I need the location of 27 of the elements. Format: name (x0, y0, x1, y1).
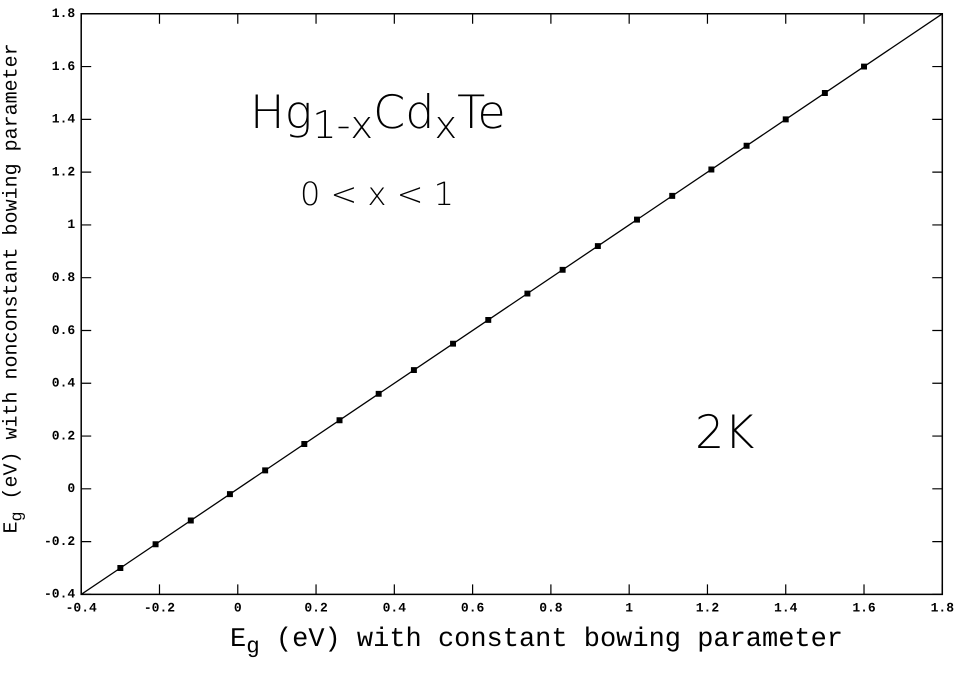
y-tick-label: 0 (67, 481, 76, 496)
annotation: Hg$_{1-x}$Cd$_{x}$Te (250, 85, 506, 148)
y-tick-label: 0.6 (52, 322, 76, 338)
annotation: 0 < x < 1 (300, 175, 454, 213)
annotation: 2K (695, 405, 754, 459)
y-tick-label: 1.2 (52, 164, 76, 180)
y-tick-label: 1.6 (52, 58, 76, 74)
x-tick-label: 0 (234, 600, 242, 616)
x-tick-label: 0.6 (460, 600, 485, 616)
y-tick-label: 1 (67, 217, 76, 232)
y-tick-label: 0.4 (52, 376, 76, 391)
x-tick-label: 1.4 (774, 600, 798, 616)
x-tick-label: 1 (625, 600, 634, 616)
x-tick-label: 1.6 (852, 600, 876, 616)
x-tick-label: 1.8 (930, 600, 954, 616)
y-tick-label: 0.2 (52, 428, 76, 444)
y-tick-label: 0.8 (52, 270, 76, 285)
y-tick-label: -0.2 (44, 534, 76, 549)
y-tick-label: -0.4 (44, 586, 76, 602)
x-tick-label: 1.2 (696, 600, 720, 616)
x-tick-label: 0.2 (304, 600, 328, 616)
y-tick-label: 1.4 (52, 112, 76, 127)
x-tick-label: 0.8 (539, 600, 563, 616)
x-axis-title: E$_{g}$ (eV) with constant bowing parameter (230, 625, 844, 660)
x-tick-label: 0.4 (382, 600, 406, 616)
y-tick-label: 1.8 (52, 6, 76, 22)
x-tick-label: -0.2 (144, 600, 176, 616)
